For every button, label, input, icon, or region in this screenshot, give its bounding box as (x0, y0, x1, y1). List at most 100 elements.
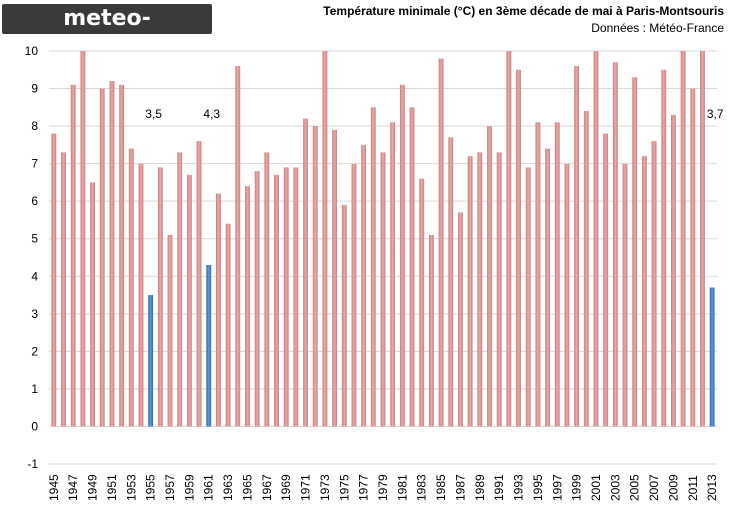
x-axis: 1945 1947 1949 1951 1953 1955 1957 1959 1961 1963… (47, 474, 719, 501)
bar-2011 (690, 88, 696, 427)
bar-1951 (109, 81, 115, 427)
y-tick-label: 3 (31, 307, 38, 321)
x-tick-label: 1965 (240, 474, 254, 501)
bar-1963 (225, 223, 231, 427)
y-tick-label: 2 (31, 344, 38, 358)
bar-1988 (467, 156, 473, 427)
x-tick-label: 1979 (376, 474, 390, 501)
bar-2004 (622, 163, 628, 427)
annotation-1961: 4,3 (203, 107, 220, 121)
annotation-1955: 3,5 (145, 107, 162, 121)
data-source: Données : Météo-France (591, 21, 724, 35)
x-tick-label: 2009 (666, 474, 680, 501)
x-tick-label: 1991 (492, 474, 506, 501)
bar-1956 (157, 167, 163, 427)
x-tick-label: 1963 (221, 474, 235, 501)
x-tick-label: 2001 (589, 474, 603, 501)
y-tick-label: 10 (25, 44, 39, 58)
x-tick-label: 1995 (531, 474, 545, 501)
bar-1946 (61, 152, 66, 427)
bar-1973 (322, 51, 328, 427)
bar-1991 (496, 152, 502, 427)
bar-1947 (70, 84, 76, 427)
bar-1957 (167, 234, 173, 427)
x-tick-label: 1977 (357, 474, 371, 501)
bar-1975 (341, 204, 347, 427)
y-tick-label: 8 (31, 119, 38, 133)
bar-1982 (409, 107, 415, 427)
bar-1964 (235, 66, 241, 427)
bar-1978 (370, 107, 376, 427)
x-tick-label: 2011 (686, 475, 700, 501)
bar-1999 (574, 66, 580, 427)
bar-2001 (593, 51, 599, 427)
y-tick-label: 4 (31, 269, 38, 283)
x-tick-label: 1949 (86, 474, 100, 501)
x-tick-label: 1953 (124, 474, 138, 501)
bar-1977 (361, 144, 367, 427)
bar-1985 (438, 58, 444, 427)
x-tick-label: 1993 (512, 474, 526, 501)
bar-1971 (303, 118, 308, 427)
bar-1984 (428, 234, 434, 427)
bar-1981 (399, 84, 405, 427)
x-tick-label: 1973 (318, 474, 332, 501)
bar-1976 (351, 163, 357, 427)
bar-1962 (216, 193, 221, 427)
annotations: 3,5 4,3 3,7 (145, 107, 724, 121)
bar-1987 (458, 212, 463, 427)
x-tick-label: 1967 (260, 474, 274, 501)
bar-1953 (128, 148, 134, 427)
bar-2002 (603, 133, 609, 427)
x-tick-label: 1989 (473, 474, 487, 501)
x-tick-label: 1955 (144, 474, 158, 501)
bar-1998 (564, 163, 570, 427)
x-tick-label: 1975 (337, 474, 351, 501)
bar-1983 (419, 178, 425, 427)
bar-1959 (186, 174, 192, 427)
bar-2003 (612, 62, 618, 427)
bar-1993 (516, 69, 521, 427)
x-tick-label: 2005 (628, 474, 642, 501)
bar-1994 (525, 167, 531, 427)
y-tick-label: 9 (31, 82, 38, 96)
y-tick-label: -1 (27, 457, 38, 471)
x-tick-label: 1961 (202, 474, 216, 501)
bar-1954 (138, 163, 144, 427)
x-tick-label: 1971 (299, 474, 313, 501)
bar-2009 (671, 114, 676, 427)
bar-1955 (148, 295, 154, 427)
bar-1952 (119, 84, 125, 427)
bar-1950 (99, 88, 105, 427)
x-tick-label: 1947 (66, 474, 80, 501)
bar-1979 (380, 152, 386, 427)
y-axis: -1 0 1 2 3 4 5 6 7 8 9 10 (25, 44, 39, 471)
site-logo[interactable]: meteo-villes.com (2, 4, 212, 61)
x-tick-label: 1985 (434, 474, 448, 501)
x-tick-label: 1969 (279, 474, 293, 501)
bar-1992 (506, 51, 512, 427)
bar-1945 (51, 133, 57, 427)
x-tick-label: 1983 (415, 474, 429, 501)
y-tick-label: 1 (31, 382, 38, 396)
bar-1980 (390, 122, 396, 427)
bar-1996 (545, 148, 550, 427)
bar-1969 (283, 167, 289, 427)
bar-1948 (80, 51, 86, 427)
bar-1990 (487, 126, 492, 427)
x-tick-label: 1959 (182, 474, 196, 501)
bar-1949 (90, 182, 95, 427)
bar-2010 (680, 51, 686, 427)
x-tick-label: 2003 (608, 474, 622, 501)
x-tick-label: 1987 (453, 474, 467, 501)
x-tick-label: 1951 (105, 474, 119, 501)
bar-2008 (661, 69, 667, 427)
x-tick-label: 2007 (647, 474, 661, 501)
bars (51, 51, 715, 427)
annotation-2013: 3,7 (707, 107, 724, 121)
x-tick-label: 1945 (47, 474, 61, 501)
y-tick-label: 5 (31, 232, 38, 246)
bar-1970 (293, 167, 299, 427)
bar-1974 (332, 129, 338, 427)
